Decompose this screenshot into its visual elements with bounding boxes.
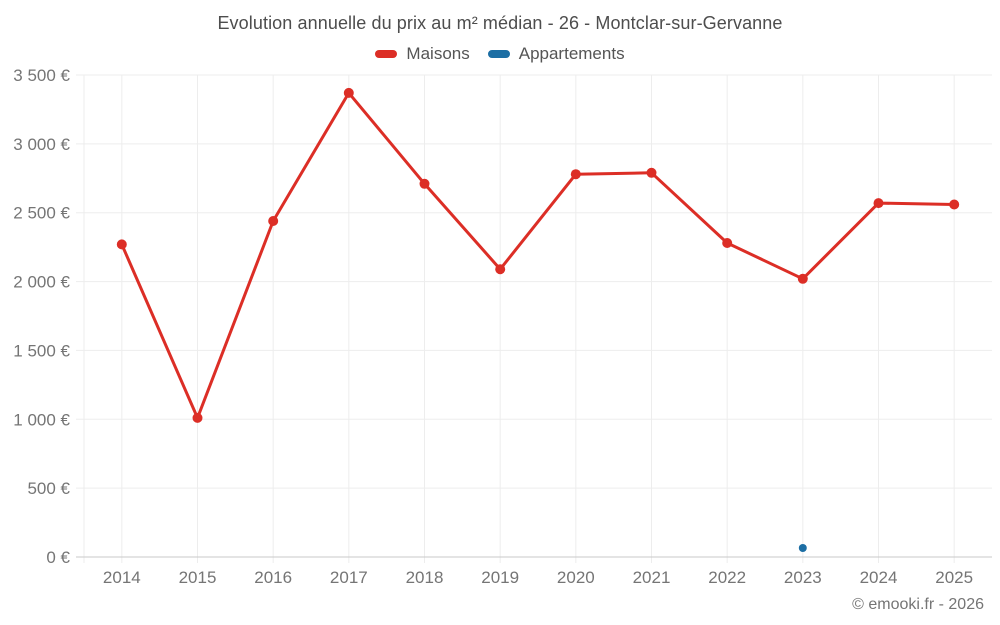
y-tick-label: 0 € <box>46 548 70 567</box>
maisons-data-point[interactable] <box>192 412 203 423</box>
maisons-data-point[interactable] <box>722 238 733 248</box>
maisons-data-point[interactable] <box>797 273 808 284</box>
y-tick-label: 1 500 € <box>13 341 70 360</box>
appartements-legend-swatch <box>487 50 510 58</box>
maisons-data-point[interactable] <box>570 169 581 180</box>
legend-item-appartements[interactable]: Appartements <box>487 44 625 64</box>
x-tick-label: 2017 <box>330 568 368 587</box>
x-tick-label: 2021 <box>633 568 671 587</box>
maisons-data-point[interactable] <box>343 87 354 98</box>
maisons-line <box>120 91 956 420</box>
legend-item-maisons[interactable]: Maisons <box>375 44 470 64</box>
x-tick-label: 2019 <box>481 568 519 587</box>
copyright-text: © emooki.fr - 2026 <box>852 596 984 613</box>
y-tick-label: 1 000 € <box>13 410 70 429</box>
maisons-data-point[interactable] <box>873 198 884 209</box>
maisons-legend-swatch <box>375 50 398 58</box>
y-tick-label: 2 000 € <box>13 273 70 292</box>
chart-legend: Maisons Appartements <box>0 44 1000 64</box>
y-tick-label: 3 000 € <box>13 135 70 154</box>
x-tick-label: 2022 <box>708 568 746 587</box>
maisons-data-point[interactable] <box>495 264 506 275</box>
chart-title: Evolution annuelle du prix au m² médian … <box>217 13 783 33</box>
x-tick-label: 2025 <box>935 568 973 587</box>
maisons-legend-label: Maisons <box>406 44 470 63</box>
appartements-data-point[interactable] <box>798 544 807 552</box>
x-tick-label: 2014 <box>103 568 141 587</box>
maisons-data-point[interactable] <box>646 167 657 178</box>
maisons-data-point[interactable] <box>116 239 127 250</box>
y-tick-label: 2 500 € <box>13 204 70 223</box>
maisons-data-point[interactable] <box>419 178 430 189</box>
maisons-data-point[interactable] <box>949 199 960 210</box>
x-tick-label: 2016 <box>254 568 292 587</box>
y-tick-label: 500 € <box>27 479 70 498</box>
x-tick-label: 2015 <box>179 568 217 587</box>
x-tick-label: 2024 <box>860 568 898 587</box>
maisons-data-point[interactable] <box>268 216 279 226</box>
x-tick-label: 2020 <box>557 568 595 587</box>
x-tick-label: 2023 <box>784 568 822 587</box>
x-tick-label: 2018 <box>406 568 444 587</box>
appartements-legend-label: Appartements <box>518 44 625 63</box>
y-tick-label: 3 500 € <box>13 66 70 85</box>
